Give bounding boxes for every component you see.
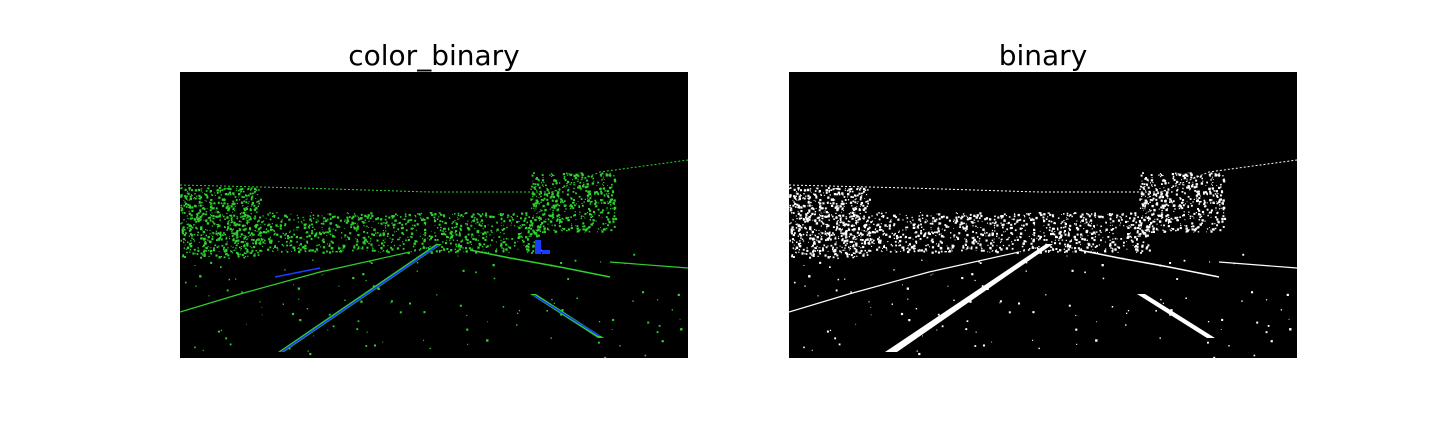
panel-title-binary: binary [998, 39, 1088, 72]
binary-image [789, 72, 1297, 358]
color-binary-image [180, 72, 688, 358]
panel-title-color-binary: color_binary [348, 39, 520, 72]
